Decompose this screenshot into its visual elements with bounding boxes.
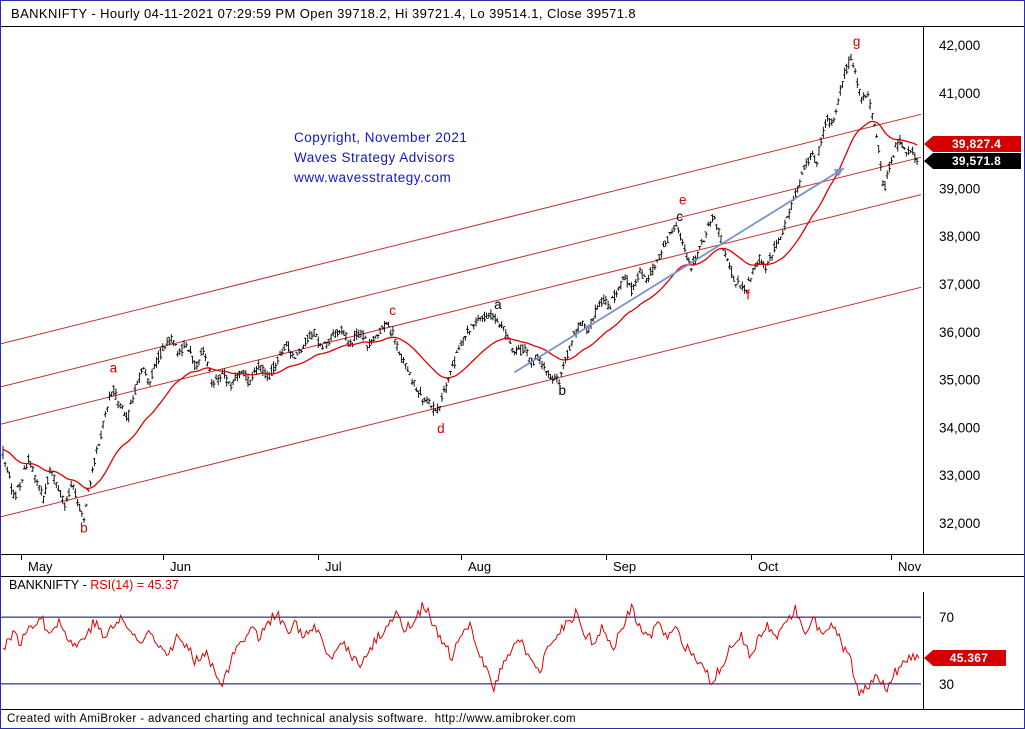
y-axis-label: 34,000	[939, 420, 980, 435]
channel-line	[1, 286, 922, 518]
x-axis-month-label: Oct	[758, 559, 779, 574]
rsi-value: = 45.37	[133, 577, 179, 592]
x-axis-tick	[318, 555, 319, 560]
wave-label: c	[676, 209, 683, 224]
moving-average-line	[2, 120, 918, 490]
y-axis-label: 36,000	[939, 325, 980, 340]
rsi-level-label: 30	[939, 677, 954, 692]
x-axis-month-label: Jul	[325, 559, 342, 574]
y-axis-label: 38,000	[939, 229, 980, 244]
x-axis-month-label: Aug	[468, 559, 492, 574]
y-axis-label: 39,000	[939, 181, 980, 196]
x-axis-tick	[461, 555, 462, 560]
y-axis-label: 32,000	[939, 516, 980, 531]
y-axis-label: 37,000	[939, 277, 980, 292]
rsi-separator: -	[79, 577, 91, 592]
trend-arrow	[513, 167, 845, 374]
x-axis: May Jun Jul Aug Sep Oct Nov	[1, 554, 1024, 576]
watermark-line-1: Copyright, November 2021	[294, 130, 468, 145]
x-axis-month-label: May	[28, 559, 53, 574]
x-axis-month-label: Jun	[170, 559, 191, 574]
x-axis-tick	[21, 555, 22, 560]
rsi-pane: 70 30 45.367	[1, 592, 1024, 709]
channel-value-marker: 39,827.4	[924, 136, 1021, 152]
y-axis-label: 42,000	[939, 38, 980, 53]
channel-line	[1, 194, 922, 425]
x-axis-month-label: Nov	[898, 559, 922, 574]
watermark-line-2: Waves Strategy Advisors	[294, 150, 456, 165]
status-bar: Created with AmiBroker - advanced charti…	[1, 709, 1024, 728]
y-axis-label: 35,000	[939, 373, 980, 388]
trend-arrowhead	[833, 168, 844, 177]
rsi-value-marker: 45.367	[924, 650, 1006, 666]
candlesticks	[1, 53, 919, 523]
wave-label: g	[853, 34, 861, 49]
channel-line	[1, 156, 922, 388]
status-text: Created with AmiBroker - advanced charti…	[7, 713, 577, 725]
rsi-formula: RSI(14)	[90, 577, 134, 592]
wave-label: a	[110, 360, 118, 375]
wave-label: c	[389, 303, 396, 318]
wave-label: d	[437, 421, 445, 436]
rsi-level-label: 70	[939, 610, 954, 625]
channel-line	[1, 113, 922, 345]
x-axis-tick	[891, 555, 892, 560]
x-axis-tick	[751, 555, 752, 560]
x-axis-month-label: Sep	[613, 559, 637, 574]
wave-label: a	[494, 297, 502, 312]
y-axis-label: 33,000	[939, 468, 980, 483]
price-chart-canvas[interactable]: abcdabcefg42,00041,00040,00039,00038,000…	[1, 27, 1024, 554]
wave-label: b	[559, 383, 567, 398]
rsi-pane-title: BANKNIFTY - RSI(14) = 45.37	[1, 576, 1024, 592]
rsi-symbol: BANKNIFTY	[9, 577, 80, 592]
price-pane: abcdabcefg42,00041,00040,00039,00038,000…	[1, 27, 1024, 554]
watermark: Copyright, November 2021 Waves Strategy …	[294, 128, 467, 188]
wave-label: b	[80, 521, 88, 536]
last-price-marker: 39,571.8	[924, 153, 1021, 169]
chart-title-bar: BANKNIFTY - Hourly 04-11-2021 07:29:59 P…	[1, 1, 1024, 27]
watermark-line-3: www.wavesstrategy.com	[294, 170, 452, 185]
wave-label: f	[746, 287, 750, 302]
chart-title: BANKNIFTY - Hourly 04-11-2021 07:29:59 P…	[11, 6, 636, 21]
x-axis-tick	[163, 555, 164, 560]
y-axis-label: 41,000	[939, 86, 980, 101]
wave-label: e	[679, 193, 687, 208]
rsi-chart-canvas[interactable]: 70 30	[1, 592, 1024, 709]
rsi-line	[2, 602, 920, 696]
x-axis-tick	[606, 555, 607, 560]
